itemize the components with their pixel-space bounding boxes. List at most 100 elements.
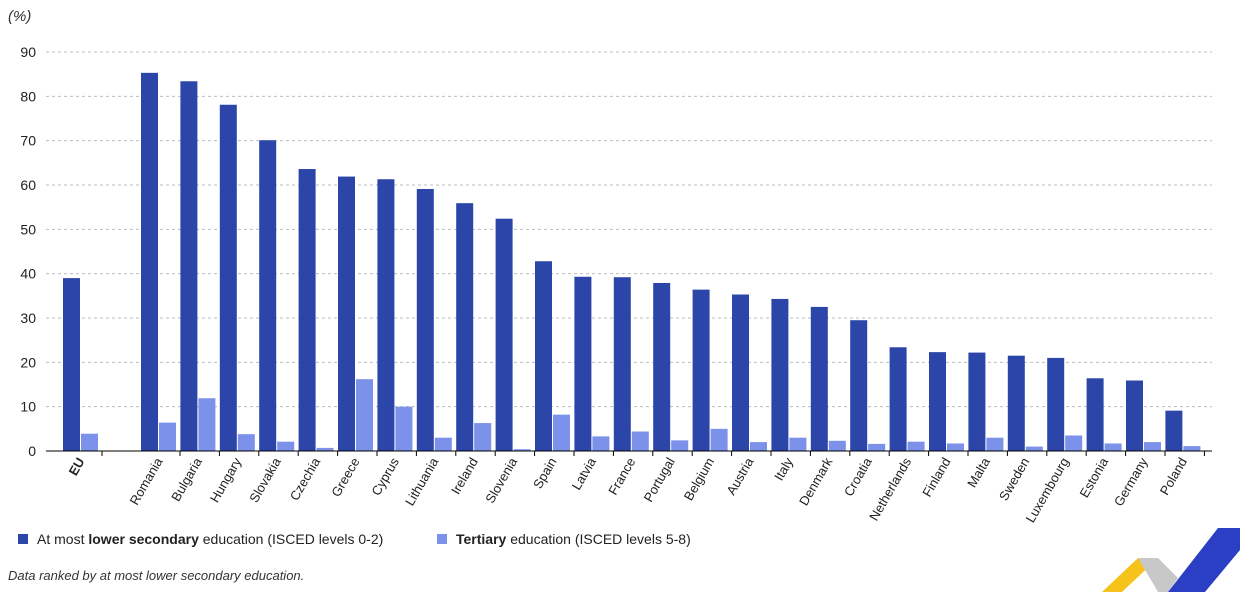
x-tick-label-slovenia: Slovenia [482,454,520,505]
bar-tertiary-italy [789,437,807,451]
bar-tertiary-eu [81,433,98,451]
bar-tertiary-france [631,431,649,451]
x-tick-label-sweden: Sweden [996,455,1032,503]
bar-tertiary-belgium [710,428,728,451]
y-tick-label-90: 90 [20,44,36,60]
bar-lower-secondary-greece [338,176,355,451]
bar-tertiary-poland [1183,446,1201,451]
y-tick-label-60: 60 [20,177,36,193]
bar-lower-secondary-belgium [692,289,710,451]
bar-tertiary-estonia [1104,443,1122,451]
x-tick-label-finland: Finland [919,455,953,499]
y-tick-label-0: 0 [28,443,36,459]
bar-lower-secondary-estonia [1086,378,1104,451]
bar-lower-secondary-france [613,277,631,451]
bar-lower-secondary-spain [535,261,552,451]
x-tick-label-eu: EU [66,455,88,478]
bar-lower-secondary-netherlands [889,347,907,451]
legend-item-lower-secondary: At most lower secondary education (ISCED… [18,531,383,547]
bar-tertiary-sweden [1025,446,1043,451]
bar-tertiary-romania [159,422,176,451]
x-tick-label-croatia: Croatia [841,454,875,498]
bar-lower-secondary-denmark [810,306,828,451]
x-tick-label-lithuania: Lithuania [402,454,442,508]
y-tick-label-70: 70 [20,133,36,149]
bar-lower-secondary-italy [771,298,789,451]
x-tick-label-italy: Italy [771,455,796,484]
eurostat-logo [1102,528,1240,592]
x-tick-label-denmark: Denmark [796,455,836,509]
bar-lower-secondary-croatia [850,320,868,451]
legend-text-tertiary: Tertiary education (ISCED levels 5-8) [456,531,691,547]
bar-lower-secondary-ireland [456,203,474,451]
legend-swatch-tertiary [437,534,447,544]
bar-tertiary-portugal [671,440,689,451]
bar-tertiary-latvia [592,436,610,451]
bar-lower-secondary-finland [929,352,946,451]
bar-tertiary-hungary [237,434,255,451]
y-tick-label-20: 20 [20,354,36,370]
ranking-note: Data ranked by at most lower secondary e… [8,568,305,583]
x-tick-label-hungary: Hungary [207,455,245,505]
bar-tertiary-lithuania [434,437,452,451]
x-tick-label-greece: Greece [328,455,362,499]
bar-lower-secondary-slovakia [259,140,277,451]
x-tick-label-france: France [605,455,638,498]
bar-lower-secondary-lithuania [416,188,434,452]
x-tick-label-czechia: Czechia [287,454,324,503]
bar-tertiary-malta [986,437,1004,451]
bar-tertiary-finland [947,443,964,451]
bar-lower-secondary-poland [1165,410,1183,451]
bar-tertiary-cyprus [395,406,413,451]
x-tick-label-latvia: Latvia [569,454,600,492]
bar-tertiary-slovakia [277,441,295,451]
x-tick-label-belgium: Belgium [681,455,717,503]
bar-tertiary-germany [1144,442,1161,451]
bar-tertiary-spain [553,414,570,451]
y-tick-label-50: 50 [20,221,36,237]
bar-tertiary-czechia [316,447,334,451]
bar-lower-secondary-austria [732,294,749,451]
x-tick-label-germany: Germany [1111,455,1151,509]
bar-lower-secondary-eu [63,278,80,451]
bar-tertiary-ireland [474,423,492,451]
y-tick-label-10: 10 [20,399,36,415]
bar-lower-secondary-czechia [298,169,316,452]
bar-lower-secondary-slovenia [495,218,513,451]
y-tick-label-40: 40 [20,266,36,282]
bar-lower-secondary-sweden [1007,355,1025,451]
x-tick-label-cyprus: Cyprus [368,455,402,499]
bar-tertiary-slovenia [513,449,531,451]
bar-lower-secondary-hungary [219,104,237,452]
y-tick-label-30: 30 [20,310,36,326]
bar-lower-secondary-portugal [653,282,671,451]
legend-item-tertiary: Tertiary education (ISCED levels 5-8) [437,531,691,547]
bars [63,72,1201,452]
bar-tertiary-croatia [868,443,886,451]
x-tick-label-poland: Poland [1157,455,1190,498]
x-tick-label-slovakia: Slovakia [246,454,284,505]
bar-lower-secondary-bulgaria [180,81,198,451]
x-tick-label-bulgaria: Bulgaria [168,454,205,503]
x-tick-label-portugal: Portugal [641,455,678,505]
bar-tertiary-luxembourg [1065,435,1083,451]
bar-tertiary-greece [356,379,373,451]
bar-tertiary-austria [750,442,767,451]
bar-lower-secondary-luxembourg [1047,357,1065,451]
y-unit-label: (%) [8,8,32,25]
x-tick-label-romania: Romania [127,454,166,507]
legend-swatch-lower-secondary [18,534,28,544]
x-tick-label-spain: Spain [530,455,560,491]
legend-text-lower-secondary: At most lower secondary education (ISCED… [37,531,384,547]
x-tick-label-estonia: Estonia [1077,454,1112,500]
bar-lower-secondary-malta [968,352,986,451]
bar-lower-secondary-romania [141,72,158,451]
bar-lower-secondary-cyprus [377,179,395,451]
x-tick-label-austria: Austria [723,454,757,497]
x-tick-label-malta: Malta [964,454,993,490]
x-tick-label-ireland: Ireland [448,455,481,497]
bar-tertiary-denmark [828,440,846,451]
bar-tertiary-bulgaria [198,398,216,451]
bar-tertiary-netherlands [907,441,925,451]
